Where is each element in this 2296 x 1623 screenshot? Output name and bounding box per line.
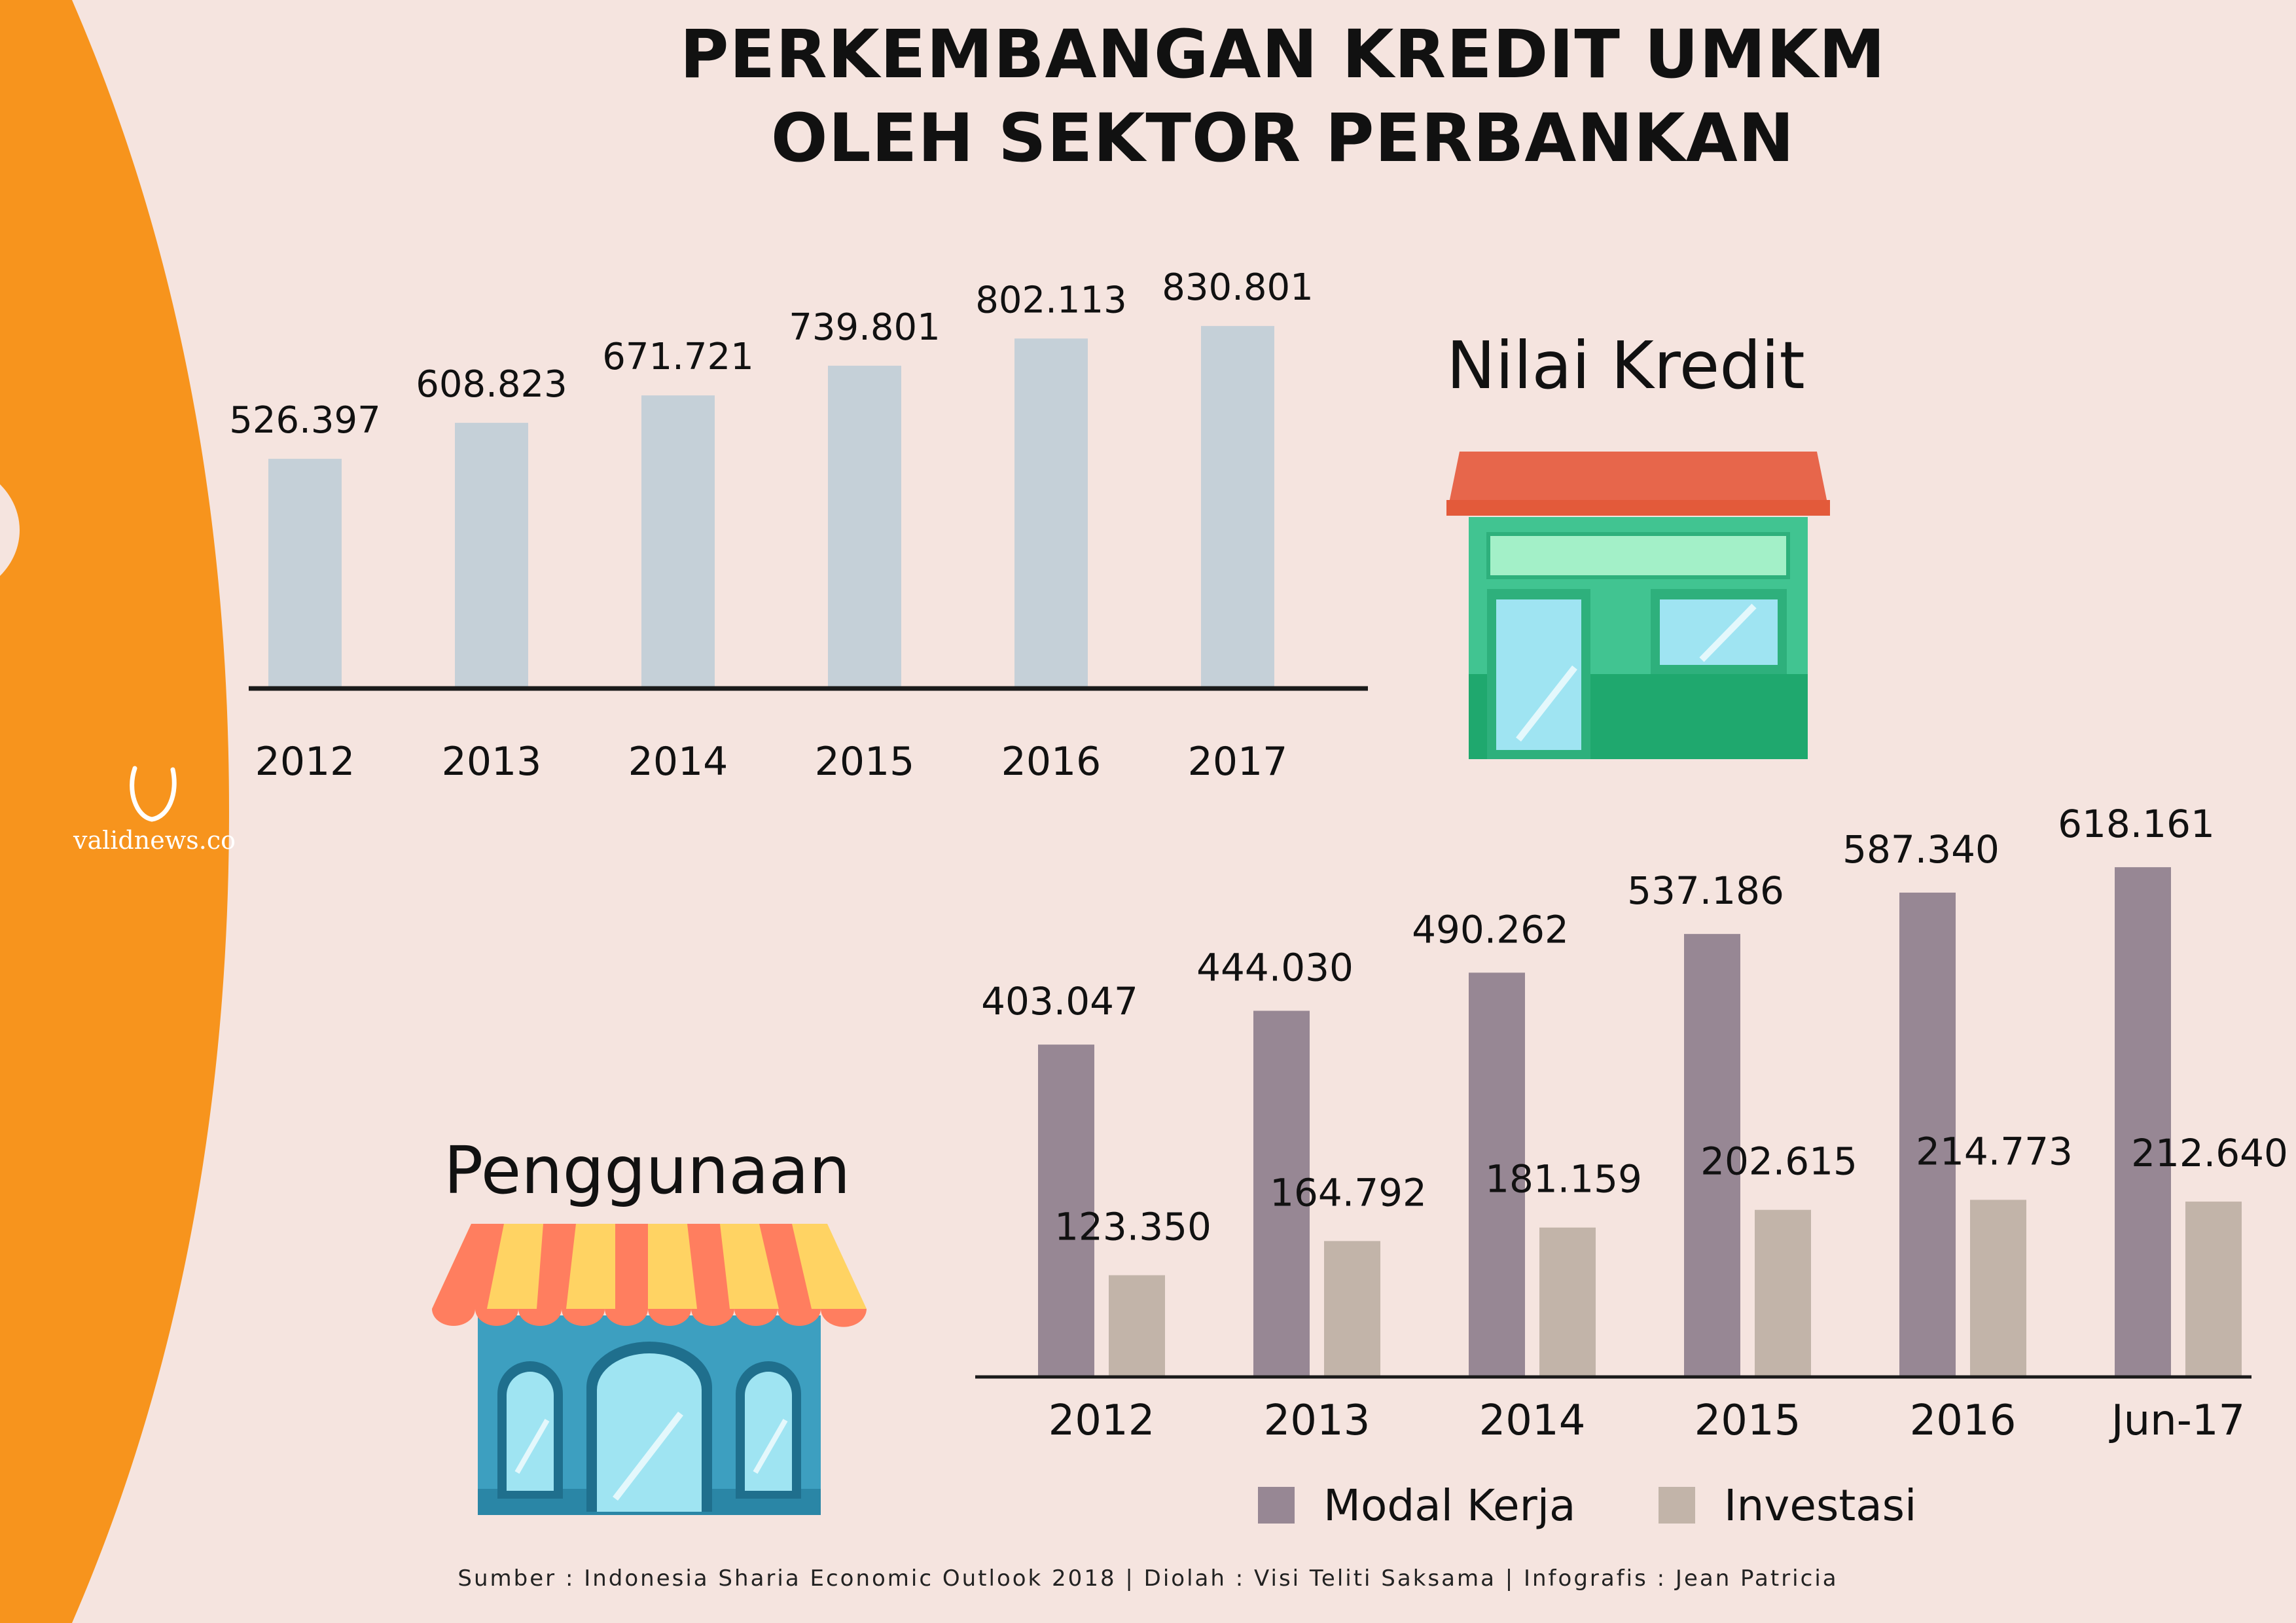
investasi-bar (1755, 1209, 1811, 1377)
nilai-kredit-year-label: 2016 (1001, 739, 1102, 785)
modal-kerja-bar (1253, 1010, 1310, 1377)
modal-kerja-bar (1684, 934, 1740, 1377)
modal-kerja-value-label: 490.262 (1412, 907, 1569, 952)
penggunaan-category-label: 2016 (1910, 1397, 2017, 1445)
source-footer: Sumber : Indonesia Sharia Economic Outlo… (457, 1565, 1839, 1592)
penggunaan-category-label: 2012 (1049, 1397, 1155, 1445)
modal-kerja-value-label: 444.030 (1196, 946, 1354, 990)
nilai-kredit-bar (1014, 338, 1088, 688)
orange-band-shape (0, 0, 229, 1623)
modal-kerja-value-label: 403.047 (981, 979, 1138, 1024)
modal-kerja-bar (1469, 972, 1525, 1377)
nilai-kredit-bar (1201, 326, 1274, 688)
penggunaan-category-label: Jun-17 (2109, 1397, 2246, 1445)
penggunaan-category-label: 2013 (1264, 1397, 1371, 1445)
storefront-awning-icon (432, 1224, 867, 1515)
modal-kerja-value-label: 587.340 (1842, 827, 2000, 872)
investasi-bar (2185, 1202, 2242, 1377)
brand-name: validnews.co (73, 826, 236, 855)
nilai-kredit-value-label: 802.113 (975, 279, 1127, 321)
storefront-green-icon (1446, 452, 1830, 759)
nilai-kredit-year-label: 2014 (628, 739, 728, 785)
investasi-value-label: 202.615 (1700, 1139, 1857, 1184)
nilai-kredit-value-label: 608.823 (416, 363, 567, 406)
nilai-kredit-year-label: 2015 (815, 739, 915, 785)
investasi-value-label: 123.350 (1054, 1205, 1211, 1249)
modal-kerja-value-label: 618.161 (2058, 802, 2215, 846)
nilai-kredit-value-label: 526.397 (229, 399, 381, 442)
investasi-bar (1109, 1275, 1165, 1377)
investasi-bar (1970, 1200, 2026, 1377)
legend-swatch-modal-kerja (1258, 1487, 1295, 1524)
investasi-value-label: 214.773 (1916, 1129, 2073, 1173)
investasi-value-label: 164.792 (1270, 1170, 1427, 1215)
penggunaan-category-label: 2015 (1695, 1397, 1801, 1445)
legend-swatch-investasi (1659, 1487, 1695, 1524)
nilai-kredit-value-label: 830.801 (1162, 266, 1314, 309)
legend-label-investasi: Investasi (1724, 1480, 1917, 1531)
investasi-value-label: 212.640 (2131, 1131, 2288, 1175)
modal-kerja-value-label: 537.186 (1627, 868, 1784, 913)
investasi-value-label: 181.159 (1485, 1157, 1642, 1202)
nilai-kredit-bar (455, 423, 528, 688)
nilai-kredit-value-label: 739.801 (789, 306, 941, 349)
page-title: PERKEMBANGAN KREDIT UMKM OLEH SEKTOR PER… (458, 13, 2108, 181)
modal-kerja-bar (2115, 867, 2171, 1377)
investasi-bar (1539, 1227, 1596, 1377)
modal-kerja-bar (1038, 1044, 1094, 1377)
penggunaan-label: Penggunaan (444, 1132, 851, 1209)
penggunaan-category-label: 2014 (1479, 1397, 1586, 1445)
nilai-kredit-label: Nilai Kredit (1446, 327, 1805, 404)
nilai-kredit-year-label: 2013 (442, 739, 542, 785)
nilai-kredit-bar (268, 459, 342, 688)
nilai-kredit-bar (828, 365, 901, 688)
nilai-kredit-year-label: 2017 (1188, 739, 1288, 785)
title-line-1: PERKEMBANGAN KREDIT UMKM (679, 16, 1886, 94)
investasi-bar (1324, 1241, 1380, 1377)
nilai-kredit-value-label: 671.721 (602, 336, 754, 378)
legend-label-modal-kerja: Modal Kerja (1323, 1480, 1576, 1531)
title-line-2: OLEH SEKTOR PERBANKAN (770, 99, 1795, 177)
nilai-kredit-year-label: 2012 (255, 739, 355, 785)
nilai-kredit-bar (641, 395, 715, 688)
brand-logo-icon (130, 766, 177, 822)
modal-kerja-bar (1899, 892, 1956, 1377)
